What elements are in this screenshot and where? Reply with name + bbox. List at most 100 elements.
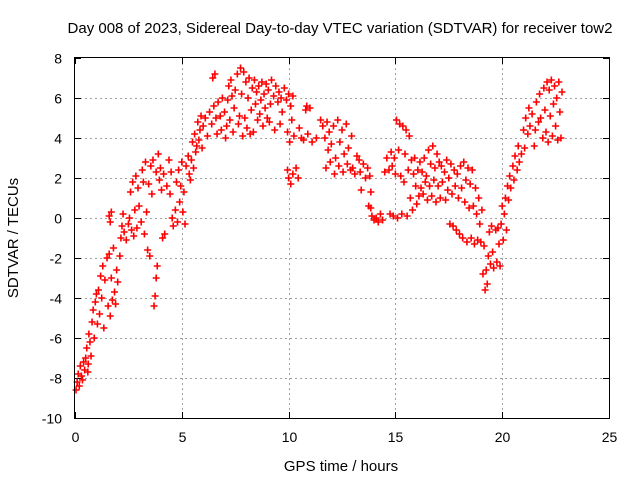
data-point (329, 122, 337, 130)
data-point (469, 202, 477, 210)
data-point (182, 162, 190, 170)
data-point (180, 188, 188, 196)
data-point (82, 354, 90, 362)
y-tick-label: 2 (54, 171, 62, 187)
data-point (256, 110, 264, 118)
data-point (144, 246, 152, 254)
data-point (122, 236, 130, 244)
data-point (104, 302, 112, 310)
data-point (111, 288, 119, 296)
data-point (486, 260, 494, 268)
data-point (140, 230, 148, 238)
data-point (387, 148, 395, 156)
data-point (374, 218, 382, 226)
data-point (201, 114, 209, 122)
data-point (367, 188, 375, 196)
data-point (139, 178, 147, 186)
data-point (460, 158, 468, 166)
data-point (161, 230, 169, 238)
data-point (500, 210, 508, 218)
data-point (398, 210, 406, 218)
data-point (257, 96, 265, 104)
data-point (91, 298, 99, 306)
data-point (306, 104, 314, 112)
data-point (289, 170, 297, 178)
data-point (312, 134, 320, 142)
data-point (520, 126, 528, 134)
data-point (404, 166, 412, 174)
data-point (101, 276, 109, 284)
data-point (105, 250, 113, 258)
data-point (482, 266, 490, 274)
data-point (505, 196, 513, 204)
data-point (143, 208, 151, 216)
data-point (80, 358, 88, 366)
data-point (243, 124, 251, 132)
data-point (146, 252, 154, 260)
data-point (552, 122, 560, 130)
data-point (403, 212, 411, 220)
data-point (287, 102, 295, 110)
data-point (77, 372, 85, 380)
data-point (286, 138, 294, 146)
data-point (114, 278, 122, 286)
data-point (75, 382, 83, 390)
data-point (334, 116, 342, 124)
data-point (275, 88, 283, 96)
data-point (171, 206, 179, 214)
data-point (187, 156, 195, 164)
data-point (242, 78, 250, 86)
data-point (433, 150, 441, 158)
data-point (442, 196, 450, 204)
data-point (100, 324, 108, 332)
data-point (447, 160, 455, 168)
data-point (317, 116, 325, 124)
data-point (383, 154, 391, 162)
data-point (93, 320, 101, 328)
data-point (555, 78, 563, 86)
data-point (465, 204, 473, 212)
data-point (489, 248, 497, 256)
data-point (235, 112, 243, 120)
data-point (429, 142, 437, 150)
data-point (432, 198, 440, 206)
data-point (188, 138, 196, 146)
data-point (530, 142, 538, 150)
data-point (254, 116, 262, 124)
data-point (176, 198, 184, 206)
data-point (558, 88, 566, 96)
data-point (284, 128, 292, 136)
data-point (455, 230, 463, 238)
data-point (339, 168, 347, 176)
data-point (106, 312, 114, 320)
data-point (514, 142, 522, 150)
data-point (225, 82, 233, 90)
y-tick-label: -2 (50, 251, 63, 267)
data-point (502, 226, 510, 234)
data-point (434, 182, 442, 190)
data-point (258, 78, 266, 86)
data-point (212, 114, 220, 122)
data-point (388, 162, 396, 170)
data-point (193, 142, 201, 150)
data-point (138, 166, 146, 174)
data-point (477, 238, 485, 246)
data-point (353, 152, 361, 160)
data-point (557, 134, 565, 142)
data-point (449, 222, 457, 230)
data-point (399, 122, 407, 130)
data-point (348, 132, 356, 140)
x-tick-label: 10 (282, 429, 298, 445)
data-point (86, 338, 94, 346)
data-point (119, 210, 127, 218)
data-point (195, 136, 203, 144)
data-point (165, 156, 173, 164)
data-point (464, 164, 472, 172)
data-point (168, 214, 176, 222)
data-point (230, 104, 238, 112)
data-point (222, 134, 230, 142)
data-point (148, 190, 156, 198)
gridlines (75, 58, 609, 418)
data-point (127, 188, 135, 196)
data-point (335, 162, 343, 170)
